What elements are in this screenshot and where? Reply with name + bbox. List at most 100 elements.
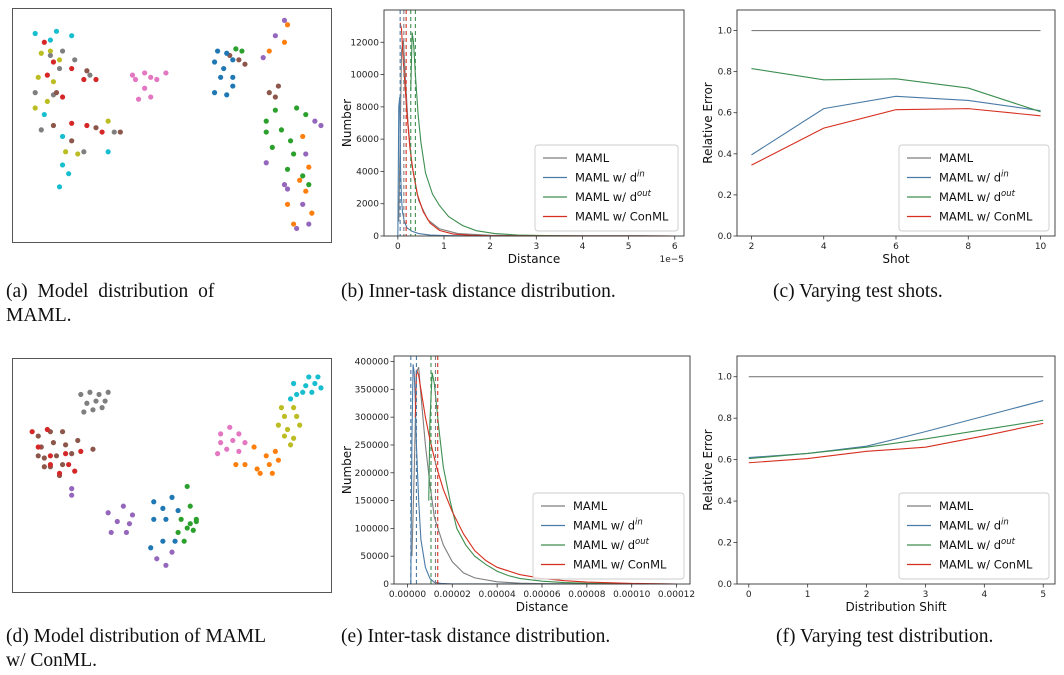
legend-label-2: MAML w/ dout bbox=[575, 189, 652, 204]
scatter-point-orange-2 bbox=[284, 22, 291, 28]
legend-label-1: MAML w/ din bbox=[575, 170, 645, 185]
scatter-point-olive-6 bbox=[50, 79, 57, 85]
y-axis-label: Number bbox=[340, 99, 354, 147]
x-axis-label: Shot bbox=[882, 252, 910, 266]
scatter-point-gray-4 bbox=[84, 400, 90, 406]
legend-label-1: MAML w/ din bbox=[939, 170, 1009, 185]
scatter-point-blue-1 bbox=[169, 494, 175, 500]
line-maml-w-d-out bbox=[751, 68, 1041, 113]
scatter-point-green-3 bbox=[187, 521, 193, 527]
scatter-point-brown-8 bbox=[53, 453, 60, 459]
scatter-point-pink-3 bbox=[218, 440, 224, 446]
scatter-point-purple-8 bbox=[169, 549, 175, 555]
ytick-label-0: 0 bbox=[383, 580, 389, 590]
scatter-point-cyan-4 bbox=[41, 111, 47, 118]
legend-label-3: MAML w/ ConML bbox=[573, 558, 667, 572]
scatter-point-purple-9 bbox=[294, 225, 300, 232]
scatter-point-purple-11 bbox=[69, 492, 75, 498]
scatter-point-green-7 bbox=[287, 138, 294, 144]
scatter-point-red-5 bbox=[81, 76, 87, 83]
xtick-label-5: 5 bbox=[626, 242, 632, 252]
scatter-point-purple-8 bbox=[306, 221, 312, 227]
scatter-point-blue-6 bbox=[211, 90, 218, 96]
scatter-point-red-0 bbox=[41, 39, 47, 45]
scatter-point-green-9 bbox=[303, 111, 309, 118]
caption-e: (e) Inter-task distance distribution. bbox=[341, 626, 611, 647]
scatter-point-olive-6 bbox=[297, 422, 303, 428]
caption-a: (a) Model distribution of MAML. bbox=[6, 280, 336, 328]
scatter-point-red-8 bbox=[56, 470, 63, 476]
scatter-point-purple-5 bbox=[263, 160, 269, 166]
ytick-label-0: 0.0 bbox=[718, 232, 733, 242]
scatter-point-gray-7 bbox=[81, 409, 87, 415]
legend-box bbox=[898, 492, 1050, 580]
scatter-point-green-2 bbox=[263, 118, 269, 124]
line-maml-w-conml bbox=[414, 369, 677, 585]
xtick-label-4: 4 bbox=[981, 590, 987, 600]
scatter-point-green-6 bbox=[269, 144, 275, 150]
scatter-point-cyan-9 bbox=[105, 149, 111, 155]
ytick-label-4: 8000 bbox=[356, 103, 379, 113]
scatter-point-brown-4 bbox=[50, 440, 57, 446]
legend-box bbox=[534, 144, 679, 232]
caption-a-line2: MAML. bbox=[6, 305, 72, 326]
scatter-point-brown-6 bbox=[75, 437, 81, 444]
scatter-point-blue-5 bbox=[218, 74, 224, 80]
xtick-label-6: 6 bbox=[672, 242, 678, 252]
scatter-point-pink-4 bbox=[142, 85, 148, 91]
scatter-point-red-1 bbox=[50, 59, 57, 65]
xtick-label-0: 0 bbox=[746, 590, 752, 600]
caption-c: (c) Varying test shots. bbox=[773, 281, 943, 302]
line-maml-w-conml bbox=[748, 422, 1044, 464]
scatter-point-gray-0 bbox=[78, 391, 84, 398]
scatter-point-purple-2 bbox=[120, 503, 126, 509]
scatter-point-green-10 bbox=[291, 151, 297, 157]
scatter-point-pink-0 bbox=[129, 72, 136, 78]
scatter-point-orange-9 bbox=[300, 133, 306, 140]
ytick-label-5: 1.0 bbox=[718, 27, 733, 37]
scatter-point-olive-8 bbox=[281, 433, 288, 439]
scatter-point-olive-5 bbox=[284, 426, 291, 433]
scatter-point-brown-2 bbox=[59, 429, 66, 435]
ytick-label-3: 6000 bbox=[356, 135, 379, 145]
scatter-point-cyan-6 bbox=[309, 389, 315, 395]
scatter-point-olive-8 bbox=[75, 151, 81, 157]
legend-label-2: MAML w/ dout bbox=[573, 537, 650, 552]
scatter-point-orange-7 bbox=[309, 210, 315, 216]
scatter-point-blue-6 bbox=[160, 538, 166, 544]
ytick-label-3: 150000 bbox=[355, 497, 390, 507]
scatter-point-brown-3 bbox=[69, 138, 75, 144]
scatter-point-orange-5 bbox=[303, 188, 309, 194]
scatter-point-orange-3 bbox=[306, 164, 312, 170]
panel-f-chart: 0 1 2 3 4 5 0.0 0.2 0.4 0.6 0.8 1.0 Distribution Shi… bbox=[701, 355, 1056, 614]
legend-label-0: MAML bbox=[573, 499, 608, 513]
scatter-point-red-6 bbox=[47, 461, 54, 468]
xtick-label-5: 5 bbox=[1040, 590, 1046, 600]
scatter-point-orange-0 bbox=[266, 48, 272, 54]
scatter-point-olive-7 bbox=[63, 149, 69, 155]
scatter-point-olive-7 bbox=[291, 435, 297, 441]
ytick-label-0: 0 bbox=[373, 232, 379, 242]
panel-a-scatter bbox=[12, 8, 332, 243]
ytick-label-3: 0.6 bbox=[718, 109, 733, 119]
scatter-point-brown-10 bbox=[275, 83, 281, 89]
scatter-point-gray-5 bbox=[93, 398, 99, 404]
ytick-label-1: 2000 bbox=[356, 200, 379, 210]
xtick-label-3: 8 bbox=[965, 242, 971, 252]
scatter-point-red-6 bbox=[59, 94, 66, 100]
scatter-point-olive-1 bbox=[291, 405, 297, 411]
scatter-point-orange-8 bbox=[257, 470, 263, 476]
axes-frame bbox=[736, 355, 1056, 585]
scatter-point-red-4 bbox=[63, 451, 69, 457]
caption-d-line2: w/ ConML. bbox=[6, 650, 98, 671]
scatter-point-gray-0 bbox=[47, 52, 54, 59]
scatter-point-blue-3 bbox=[221, 65, 227, 72]
xtick-label-4: 10 bbox=[1035, 242, 1047, 252]
line-maml-w-d-out bbox=[428, 372, 677, 585]
ytick-label-2: 4000 bbox=[356, 167, 379, 177]
xtick-label-2: 2 bbox=[487, 242, 493, 252]
scatter-point-orange-4 bbox=[254, 466, 260, 472]
scatter-point-blue-4 bbox=[175, 507, 181, 514]
scatter-point-green-9 bbox=[193, 518, 199, 525]
scatter-point-brown-2 bbox=[50, 122, 57, 129]
